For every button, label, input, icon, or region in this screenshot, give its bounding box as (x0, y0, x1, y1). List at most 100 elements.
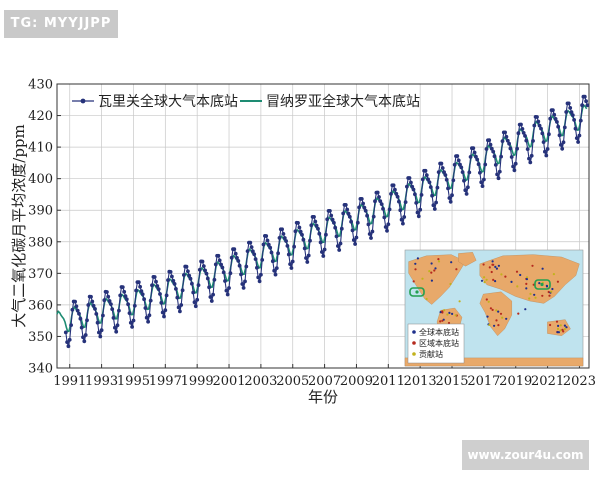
data-point (385, 228, 389, 233)
station-dot (557, 324, 560, 327)
data-point (386, 222, 391, 227)
data-point (378, 199, 383, 204)
data-point (224, 288, 229, 293)
station-dot (541, 294, 544, 297)
data-point (536, 119, 541, 124)
station-dot (561, 328, 564, 331)
station-dot (517, 312, 520, 315)
station-dot (428, 270, 431, 273)
station-dot (441, 319, 444, 322)
map-marker-maunaloa-dot (415, 290, 419, 294)
station-dot (541, 267, 544, 270)
data-point (325, 217, 330, 222)
data-point (67, 337, 72, 342)
data-point (208, 295, 213, 299)
data-point (106, 294, 111, 299)
data-point (196, 283, 201, 287)
data-point (118, 293, 123, 298)
data-point (284, 239, 288, 243)
data-point (451, 178, 456, 183)
x-tick-label: 2015 (435, 374, 468, 389)
station-dot (548, 294, 551, 297)
station-dot (421, 277, 424, 280)
data-point (450, 193, 454, 198)
data-point (447, 196, 452, 200)
data-point (539, 126, 543, 131)
data-point (240, 282, 245, 286)
data-point (359, 197, 364, 201)
data-point (85, 318, 89, 323)
watermark-bottom: www.zour4u.com (462, 440, 589, 470)
y-tick-label: 360 (28, 298, 53, 313)
data-point (524, 138, 529, 143)
station-dot (488, 323, 491, 326)
station-dot (487, 300, 490, 303)
station-dot (505, 317, 508, 320)
data-point (367, 232, 372, 236)
data-point (171, 278, 176, 283)
data-point (355, 220, 360, 225)
x-tick-label: 1999 (181, 374, 214, 389)
watermark-top: TG: MYYJJPP (4, 10, 118, 38)
data-point (525, 147, 530, 152)
y-tick-label: 370 (28, 267, 53, 282)
data-point (504, 134, 509, 139)
data-point (184, 264, 189, 269)
data-point (235, 256, 239, 260)
data-point (174, 287, 178, 291)
data-point (330, 217, 335, 222)
data-point (415, 210, 420, 215)
data-point (197, 267, 202, 272)
map-europe-asia (479, 254, 580, 304)
data-point (175, 295, 180, 300)
station-dot (531, 264, 534, 267)
data-point (213, 262, 218, 267)
y-tick-label: 390 (28, 204, 53, 219)
station-dot (500, 273, 503, 276)
data-point (540, 131, 545, 136)
data-point (349, 219, 353, 224)
data-point (363, 208, 368, 213)
data-point (79, 325, 84, 330)
data-point (439, 161, 444, 166)
data-point (369, 236, 373, 240)
station-dot (494, 280, 497, 283)
station-dot (495, 319, 498, 322)
station-dot (488, 266, 491, 269)
data-point (553, 117, 558, 121)
x-tick-label: 2003 (244, 374, 277, 389)
data-point (239, 272, 243, 277)
y-tick-label: 350 (28, 330, 53, 345)
station-dot (497, 264, 500, 267)
map-legend-marker (412, 330, 416, 334)
data-point (143, 306, 148, 310)
data-point (306, 253, 311, 258)
data-point (205, 276, 210, 281)
data-point (462, 178, 466, 183)
data-point (302, 246, 307, 251)
data-point (78, 316, 83, 321)
data-point (347, 214, 352, 219)
data-point (394, 191, 399, 196)
data-point (212, 277, 217, 282)
data-point (467, 170, 472, 175)
y-axis-label: 大气二氧化碳月平均浓度/ppm (10, 124, 28, 327)
data-point (152, 275, 157, 279)
data-point (446, 186, 450, 191)
data-point (95, 320, 100, 325)
data-point (139, 289, 144, 293)
station-dot (437, 258, 440, 261)
map-legend-label: 全球本底站 (419, 327, 459, 337)
data-point (366, 222, 371, 227)
data-point (334, 234, 339, 239)
data-point (75, 308, 80, 313)
data-point (200, 259, 205, 264)
station-dot (524, 308, 527, 311)
data-point (73, 299, 77, 304)
series-line-waliguan (65, 96, 588, 349)
data-point (468, 155, 473, 159)
station-dot (525, 282, 528, 285)
data-point (343, 203, 348, 207)
data-point (568, 106, 573, 110)
